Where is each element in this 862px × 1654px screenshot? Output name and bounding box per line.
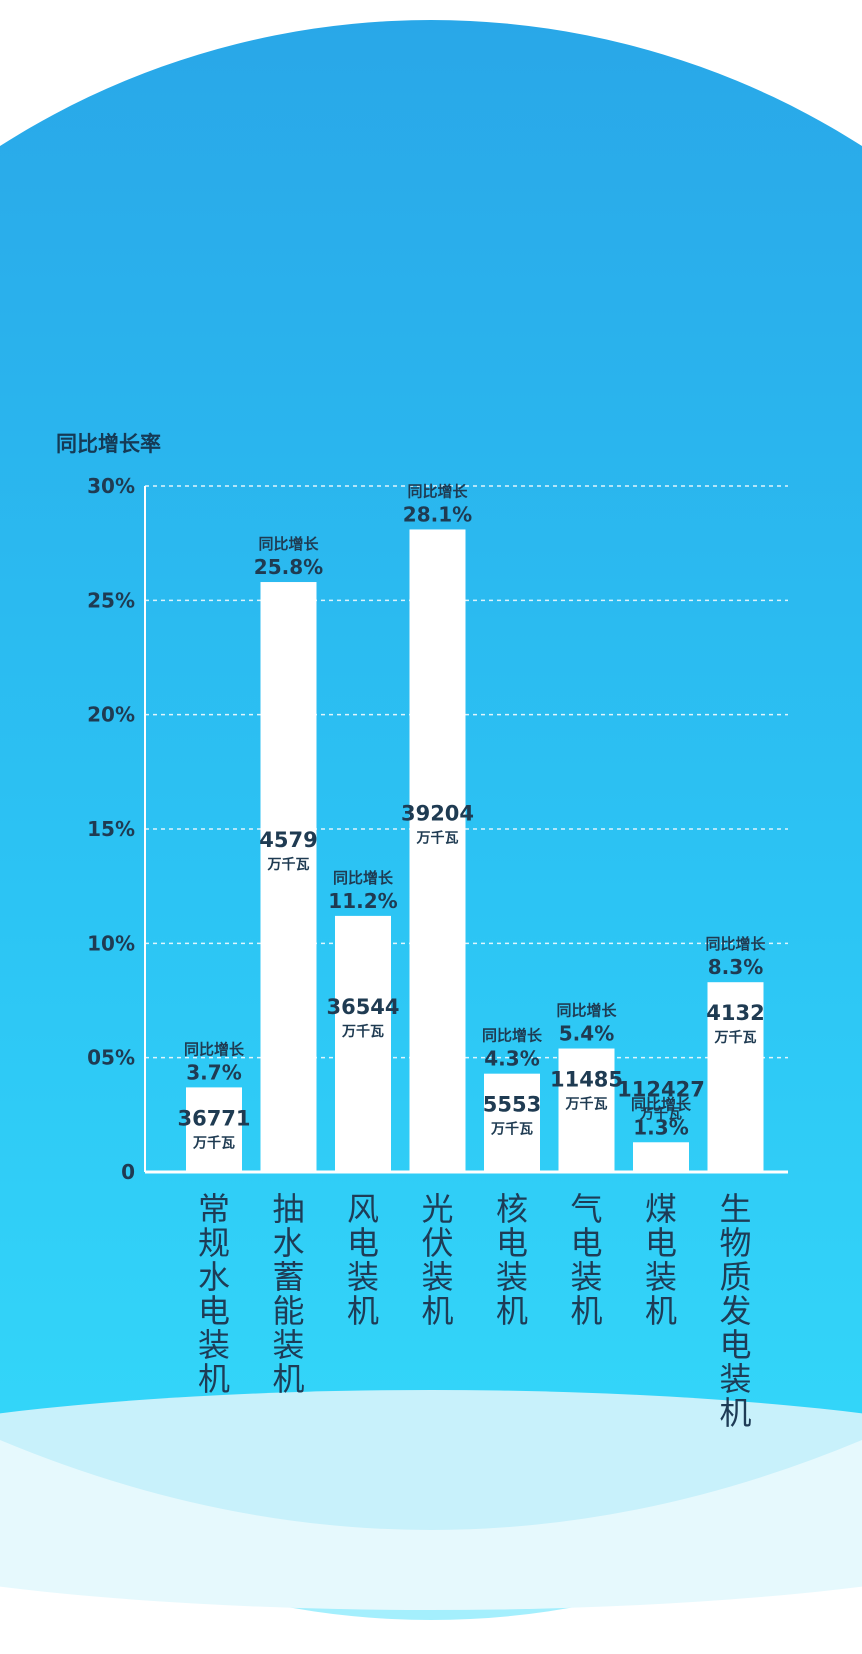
growth-caption: 同比增长 — [333, 869, 394, 887]
y-tick-label: 25% — [87, 588, 135, 612]
capacity-unit: 万千瓦 — [416, 830, 459, 847]
category-label-char: 装 — [570, 1258, 602, 1296]
capacity-unit: 万千瓦 — [341, 1023, 384, 1040]
growth-caption: 同比增长 — [482, 1027, 543, 1045]
category-label-char: 电 — [645, 1224, 677, 1262]
category-label-char: 能 — [272, 1292, 304, 1330]
capacity-unit: 万千瓦 — [639, 1105, 682, 1122]
bar-value-label: 3.7% — [186, 1060, 241, 1084]
capacity-unit: 万千瓦 — [565, 1096, 608, 1113]
category-label-char: 装 — [496, 1258, 528, 1296]
y-tick-label: 20% — [87, 703, 135, 727]
bar-value-label: 1.3% — [633, 1115, 688, 1139]
category-label-char: 规 — [198, 1224, 230, 1262]
bar-value-label: 8.3% — [708, 955, 763, 979]
category-label-char: 伏 — [421, 1224, 453, 1262]
bar — [409, 529, 466, 1172]
growth-caption: 同比增长 — [184, 1040, 245, 1058]
category-label-char: 装 — [198, 1326, 230, 1364]
growth-caption: 同比增长 — [258, 535, 319, 553]
category-label-char: 物 — [719, 1224, 751, 1262]
category-label-char: 机 — [272, 1360, 304, 1398]
category-label-char: 机 — [198, 1360, 230, 1398]
category-label-char: 装 — [421, 1258, 453, 1296]
capacity-value: 36544 — [326, 995, 399, 1019]
bar — [558, 1048, 615, 1172]
category-label-char: 装 — [347, 1258, 379, 1296]
category-label-char: 机 — [719, 1394, 751, 1432]
category-label-char: 装 — [719, 1360, 751, 1398]
watermark-logo-icon: ꕤ — [8, 1628, 22, 1647]
capacity-value: 39204 — [401, 802, 474, 826]
category-label-char: 机 — [496, 1292, 528, 1330]
watermark-text: 大数跨境 — [25, 1629, 98, 1650]
category-label-char: 装 — [272, 1326, 304, 1364]
y-axis-title: 同比增长率 — [56, 432, 161, 456]
watermark: ꕤ 大数跨境 — [8, 1625, 97, 1651]
category-label-char: 煤 — [645, 1190, 677, 1228]
bar — [633, 1142, 689, 1172]
growth-caption: 同比增长 — [631, 1095, 692, 1113]
category-label-char: 气 — [570, 1190, 602, 1228]
bar — [707, 982, 764, 1172]
capacity-value: 36771 — [177, 1106, 250, 1130]
bar — [186, 1087, 242, 1172]
y-tick-label: 0 — [121, 1160, 135, 1184]
y-tick-label: 15% — [87, 817, 135, 841]
category-label-char: 蓄 — [272, 1258, 304, 1296]
y-tick-label: 30% — [87, 474, 135, 498]
category-label-char: 水 — [272, 1224, 304, 1262]
category-label-char: 电 — [347, 1224, 379, 1262]
category-label-char: 机 — [347, 1292, 379, 1330]
category-label-char: 电 — [570, 1224, 602, 1262]
bar-value-label: 11.2% — [328, 889, 397, 913]
growth-caption: 同比增长 — [407, 482, 468, 500]
bar-value-label: 5.4% — [559, 1022, 614, 1046]
category-label-char: 水 — [198, 1258, 230, 1296]
capacity-value: 4132 — [706, 1001, 764, 1025]
category-label-char: 风 — [347, 1190, 379, 1228]
capacity-unit: 万千瓦 — [714, 1029, 757, 1046]
capacity-value: 11485 — [550, 1068, 623, 1092]
category-label-char: 核 — [496, 1190, 528, 1228]
capacity-unit: 万千瓦 — [267, 856, 310, 873]
y-tick-label: 10% — [87, 931, 135, 955]
category-label-char: 抽 — [272, 1190, 304, 1228]
capacity-value: 4579 — [259, 828, 317, 852]
bar-value-label: 4.3% — [484, 1047, 539, 1071]
capacity-value: 112427 — [617, 1077, 705, 1101]
bar-value-label: 25.8% — [254, 555, 323, 579]
bar — [484, 1073, 540, 1172]
bar-value-label: 28.1% — [403, 502, 472, 526]
capacity-value: 5553 — [483, 1093, 541, 1117]
category-label-char: 机 — [570, 1292, 602, 1330]
category-label-char: 电 — [496, 1224, 528, 1262]
category-label-char: 光 — [421, 1190, 453, 1228]
category-label-char: 常 — [198, 1190, 230, 1228]
y-tick-label: 05% — [87, 1046, 135, 1070]
category-label-char: 生 — [719, 1190, 751, 1228]
capacity-unit: 万千瓦 — [490, 1121, 533, 1138]
category-label-char: 机 — [645, 1292, 677, 1330]
category-label-char: 装 — [645, 1258, 677, 1296]
category-label-char: 质 — [719, 1258, 751, 1296]
bar — [335, 915, 391, 1172]
capacity-unit: 万千瓦 — [192, 1134, 235, 1151]
category-label-char: 机 — [421, 1292, 453, 1330]
growth-caption: 同比增长 — [556, 1002, 617, 1020]
category-label-char: 电 — [719, 1326, 751, 1364]
category-label-char: 电 — [198, 1292, 230, 1330]
category-label-char: 发 — [719, 1292, 751, 1330]
growth-caption: 同比增长 — [705, 935, 766, 953]
bar — [260, 582, 317, 1172]
